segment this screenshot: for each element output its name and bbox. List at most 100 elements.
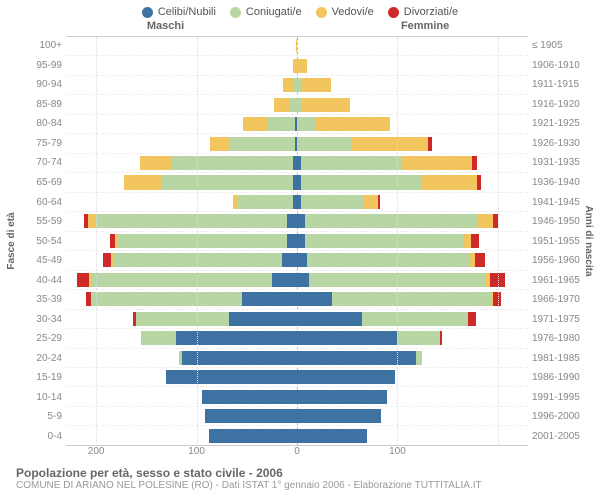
bar-segment [428, 137, 432, 151]
bar-male [205, 409, 297, 423]
bar-segment [297, 214, 305, 228]
pyramid-row [66, 407, 528, 426]
bar-segment [242, 292, 297, 306]
bar-female [297, 370, 395, 384]
year-label: 1996-2000 [532, 407, 580, 427]
bar-segment [401, 156, 471, 170]
x-axis: 2001000100 [20, 446, 580, 462]
age-label: 95-99 [20, 56, 62, 76]
bar-segment [118, 234, 287, 248]
bar-segment [302, 98, 350, 112]
bar-segment [416, 351, 422, 365]
bar-segment [113, 253, 282, 267]
bar-segment [96, 214, 287, 228]
bar-segment [230, 137, 295, 151]
bar-male [166, 370, 297, 384]
year-label: 1941-1945 [532, 192, 580, 212]
bar-segment [141, 331, 176, 345]
pyramid-row [66, 134, 528, 153]
bar-segment [103, 253, 111, 267]
pyramid-row [66, 154, 528, 173]
bar-segment [176, 331, 297, 345]
bar-male [296, 39, 297, 53]
bar-segment [77, 273, 89, 287]
bar-segment [172, 156, 293, 170]
age-label: 25-29 [20, 329, 62, 349]
bar-male [133, 312, 297, 326]
bar-segment [140, 156, 172, 170]
bar-segment [305, 214, 478, 228]
pyramid-row [66, 232, 528, 251]
bar-segment [287, 214, 297, 228]
bar-segment [88, 214, 96, 228]
bar-segment [301, 78, 331, 92]
gridline [197, 37, 198, 445]
legend-item: Divorziati/e [388, 6, 458, 18]
bar-female [297, 117, 390, 131]
bar-female [297, 312, 476, 326]
age-label: 10-14 [20, 388, 62, 408]
age-label: 50-54 [20, 231, 62, 251]
legend-label: Celibi/Nubili [158, 6, 216, 18]
x-tick: 200 [88, 446, 105, 457]
age-label: 45-49 [20, 251, 62, 271]
age-label: 90-94 [20, 75, 62, 95]
bar-segment [136, 312, 228, 326]
legend-swatch [142, 7, 153, 18]
year-label: 1961-1965 [532, 270, 580, 290]
chart-title: Popolazione per età, sesso e stato civil… [0, 462, 600, 480]
bar-segment [475, 253, 485, 267]
age-label: 100+ [20, 36, 62, 56]
pyramid-row [66, 310, 528, 329]
bar-segment [124, 175, 162, 189]
x-tick: 0 [294, 446, 300, 457]
bar-segment [289, 98, 297, 112]
bar-segment [272, 273, 297, 287]
legend-item: Coniugati/e [230, 6, 302, 18]
bar-segment [477, 175, 481, 189]
bar-segment [301, 156, 401, 170]
bar-segment [91, 292, 242, 306]
age-label: 40-44 [20, 270, 62, 290]
bar-segment [297, 429, 367, 443]
bar-male [86, 292, 297, 306]
pyramid-row [66, 95, 528, 114]
year-label: 1931-1935 [532, 153, 580, 173]
age-label: 5-9 [20, 407, 62, 427]
x-tick: 100 [188, 446, 205, 457]
bar-female [297, 195, 380, 209]
pyramid-row [66, 212, 528, 231]
bar-male [202, 390, 297, 404]
bar-segment [287, 234, 297, 248]
bar-segment [363, 195, 378, 209]
bar-segment [229, 312, 297, 326]
bar-segment [209, 429, 297, 443]
bar-male [141, 331, 297, 345]
bar-female [297, 234, 479, 248]
bar-segment [297, 234, 305, 248]
bar-segment [182, 351, 298, 365]
bar-segment [422, 175, 477, 189]
age-label: 0-4 [20, 427, 62, 447]
bar-segment [301, 175, 422, 189]
bar-segment [493, 292, 501, 306]
bar-male [243, 117, 297, 131]
chart-subtitle: COMUNE DI ARIANO NEL POLESINE (RO) - Dat… [0, 480, 600, 491]
legend-label: Coniugati/e [246, 6, 302, 18]
bar-female [297, 98, 350, 112]
age-label: 60-64 [20, 192, 62, 212]
year-label: 1911-1915 [532, 75, 580, 95]
bar-rows [66, 37, 528, 445]
legend-label: Vedovi/e [332, 6, 374, 18]
year-label: 1971-1975 [532, 309, 580, 329]
year-label: 2001-2005 [532, 427, 580, 447]
pyramid-row [66, 193, 528, 212]
pyramid-row [66, 37, 528, 56]
pyramid-row [66, 387, 528, 406]
age-label: 70-74 [20, 153, 62, 173]
pyramid-row [66, 56, 528, 75]
year-label: 1976-1980 [532, 329, 580, 349]
bar-female [297, 429, 367, 443]
year-label: 1981-1985 [532, 349, 580, 369]
bar-segment [297, 253, 307, 267]
